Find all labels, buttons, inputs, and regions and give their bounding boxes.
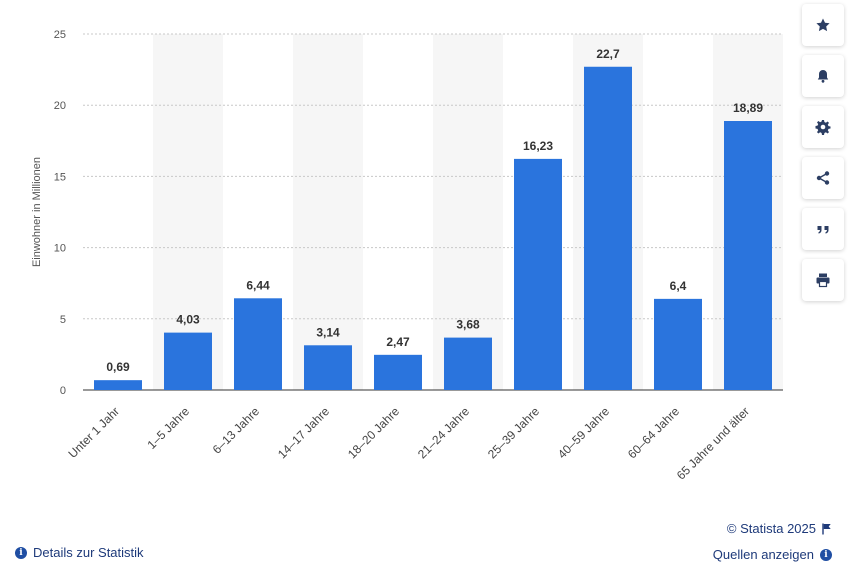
bar[interactable]: [514, 158, 562, 390]
y-tick-label: 20: [54, 100, 66, 112]
bar[interactable]: [654, 298, 702, 390]
data-label: 2,47: [386, 335, 410, 349]
print-icon: [816, 273, 830, 288]
data-label: 0,69: [106, 360, 130, 374]
data-label: 6,44: [246, 278, 270, 292]
y-axis-ticks: 0 5 10 15 20 25: [54, 29, 66, 397]
data-label: 22,7: [596, 47, 620, 61]
column-band: [153, 34, 223, 390]
show-sources-link[interactable]: Quellen anzeigen i: [713, 547, 832, 562]
y-tick-label: 15: [54, 171, 66, 183]
bar-chart: 0 5 10 15 20 25 0,69 4,03 6,44 3,14 2,47 3,68 16,23…: [31, 29, 783, 483]
data-label: 16,23: [523, 139, 553, 153]
details-text: Details zur Statistik: [33, 545, 144, 560]
x-tick-label: 18–20 Jahre: [345, 404, 402, 461]
notification-button[interactable]: [802, 55, 844, 97]
x-tick-label: Unter 1 Jahr: [66, 404, 123, 461]
cite-button[interactable]: [802, 208, 844, 250]
column-band: [293, 34, 363, 390]
favorite-button[interactable]: [802, 4, 844, 46]
data-label: 18,89: [733, 101, 763, 115]
bar[interactable]: [164, 332, 212, 390]
copyright-notice[interactable]: © Statista 2025: [727, 521, 832, 536]
gear-icon: [815, 120, 831, 135]
print-button[interactable]: [802, 259, 844, 301]
data-label: 4,03: [176, 313, 200, 327]
bar[interactable]: [584, 66, 632, 390]
flag-icon: [822, 523, 831, 534]
column-band: [433, 34, 503, 390]
bar[interactable]: [374, 354, 422, 390]
info-icon: i: [820, 548, 832, 561]
x-tick-label: 65 Jahre und älter: [674, 404, 752, 482]
x-axis-ticks: Unter 1 Jahr 1–5 Jahre 6–13 Jahre 14–17 Jah…: [66, 404, 753, 483]
bar[interactable]: [444, 337, 492, 390]
y-tick-label: 25: [54, 29, 66, 41]
bars: [94, 66, 772, 390]
settings-button[interactable]: [802, 106, 844, 148]
y-tick-label: 5: [60, 314, 66, 326]
quote-icon: [817, 226, 829, 234]
x-tick-label: 14–17 Jahre: [275, 404, 332, 461]
share-button[interactable]: [802, 157, 844, 199]
x-tick-label: 40–59 Jahre: [555, 404, 612, 461]
copyright-text: © Statista 2025: [726, 521, 816, 536]
bar[interactable]: [94, 380, 142, 390]
bar[interactable]: [234, 298, 282, 390]
data-label: 6,4: [670, 279, 687, 293]
sources-text: Quellen anzeigen: [712, 547, 814, 562]
x-tick-label: 6–13 Jahre: [210, 404, 263, 457]
y-axis-title: Einwohner in Millionen: [31, 157, 43, 267]
data-label: 3,14: [316, 325, 340, 339]
star-icon: [816, 18, 830, 32]
data-label: 3,68: [456, 318, 480, 332]
statistic-details-link[interactable]: i Details zur Statistik: [15, 545, 144, 560]
x-tick-label: 21–24 Jahre: [415, 404, 472, 461]
bar[interactable]: [304, 345, 352, 390]
info-icon: i: [15, 546, 27, 559]
share-icon: [816, 171, 830, 185]
x-tick-label: 1–5 Jahre: [144, 404, 192, 452]
x-tick-label: 25–39 Jahre: [485, 404, 542, 461]
x-tick-label: 60–64 Jahre: [625, 404, 682, 461]
y-tick-label: 10: [54, 243, 66, 255]
y-tick-label: 0: [60, 385, 66, 397]
bar[interactable]: [724, 121, 772, 390]
data-labels: 0,69 4,03 6,44 3,14 2,47 3,68 16,23 22,7 6,4 18,8…: [106, 47, 763, 374]
gridlines: [83, 33, 783, 320]
chart-toolbar: [802, 4, 844, 310]
bell-icon: [817, 70, 829, 83]
